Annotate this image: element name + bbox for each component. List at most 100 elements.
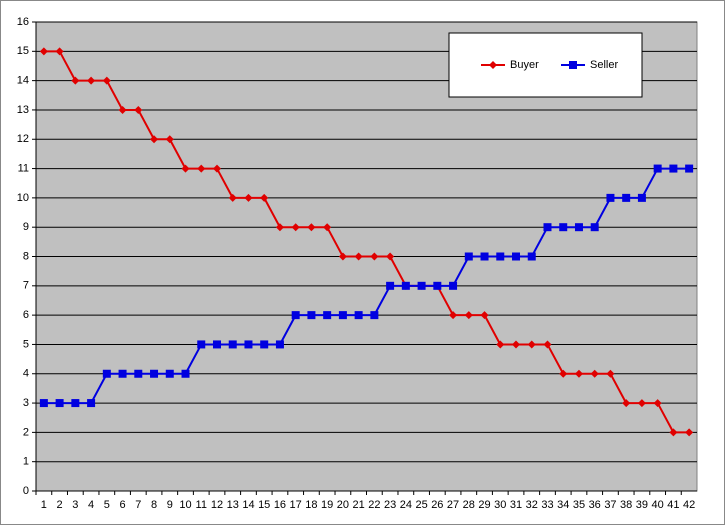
marker [102,76,111,85]
x-tick-label: 27 [447,499,459,511]
marker [87,399,96,408]
x-tick-label: 18 [305,499,317,511]
x-tick-label: 1 [41,499,47,511]
marker [150,369,159,378]
marker [669,164,678,173]
marker [260,340,269,349]
y-tick-label: 13 [17,104,29,116]
marker [197,164,206,173]
y-tick-label: 9 [23,221,29,233]
marker [244,340,253,349]
y-tick-label: 4 [23,368,29,380]
marker [606,193,615,202]
x-tick-label: 12 [211,499,223,511]
marker [590,369,599,378]
x-tick-label: 29 [478,499,490,511]
marker [181,369,190,378]
x-tick-label: 10 [179,499,191,511]
marker [55,399,64,408]
x-tick-label: 37 [604,499,616,511]
x-tick-label: 30 [494,499,506,511]
marker [228,193,237,202]
marker [181,164,190,173]
marker [622,193,631,202]
marker [496,252,505,261]
marker [275,223,284,232]
marker [449,311,458,320]
y-tick-label: 5 [23,338,29,350]
x-tick-label: 32 [526,499,538,511]
y-tick-label: 1 [23,456,29,468]
x-tick-label: 4 [88,499,94,511]
legend-label: Seller [590,59,618,71]
marker [559,369,568,378]
y-tick-label: 3 [23,397,29,409]
marker [543,223,552,232]
x-tick-label: 20 [337,499,349,511]
x-tick-label: 40 [652,499,664,511]
marker [39,47,48,56]
marker [559,223,568,232]
x-tick-label: 21 [353,499,365,511]
x-tick-label: 33 [541,499,553,511]
x-tick-label: 8 [151,499,157,511]
marker [685,428,694,437]
y-tick-label: 12 [17,133,29,145]
marker [354,311,363,320]
x-tick-label: 6 [119,499,125,511]
marker [165,135,174,144]
marker [291,223,300,232]
marker [606,369,615,378]
marker [71,399,80,408]
y-tick-label: 8 [23,250,29,262]
marker [543,340,552,349]
x-tick-label: 22 [368,499,380,511]
marker [307,223,316,232]
x-tick-label: 19 [321,499,333,511]
marker [685,164,694,173]
y-tick-label: 10 [17,192,29,204]
x-tick-label: 38 [620,499,632,511]
marker [512,340,521,349]
marker [637,193,646,202]
marker [338,311,347,320]
y-tick-label: 15 [17,45,29,57]
marker [464,311,473,320]
marker [275,340,284,349]
marker [197,340,206,349]
marker [260,193,269,202]
marker [669,428,678,437]
marker [134,105,143,114]
x-tick-label: 39 [636,499,648,511]
marker [134,369,143,378]
marker [574,369,583,378]
marker [118,369,127,378]
marker [401,281,410,290]
x-tick-label: 2 [57,499,63,511]
marker [118,105,127,114]
x-tick-label: 34 [557,499,569,511]
marker [574,223,583,232]
marker [590,223,599,232]
x-tick-label: 25 [415,499,427,511]
x-tick-label: 9 [167,499,173,511]
marker [150,135,159,144]
marker [480,252,489,261]
x-tick-label: 36 [589,499,601,511]
marker [386,252,395,261]
y-tick-label: 11 [18,162,29,174]
x-tick-label: 42 [683,499,695,511]
x-tick-label: 16 [274,499,286,511]
x-tick-label: 13 [227,499,239,511]
marker [354,252,363,261]
marker [323,311,332,320]
marker [464,252,473,261]
marker [165,369,174,378]
marker [338,252,347,261]
marker [71,76,80,85]
x-tick-label: 28 [463,499,475,511]
marker [39,399,48,408]
marker [307,311,316,320]
marker [291,311,300,320]
x-tick-label: 15 [258,499,270,511]
